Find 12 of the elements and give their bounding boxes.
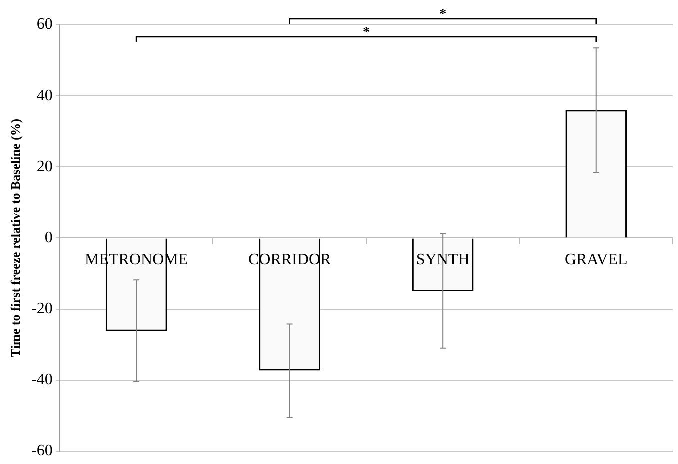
y-tick-label: 40 bbox=[36, 87, 53, 104]
x-tick-label: GRAVEL bbox=[564, 251, 628, 268]
y-tick-label: -60 bbox=[32, 442, 53, 460]
y-tick-label: 0 bbox=[44, 229, 53, 246]
text: * bbox=[440, 8, 447, 23]
y-tick-label: -20 bbox=[32, 300, 53, 318]
annotation: * bbox=[362, 26, 370, 41]
y-tick-label: 60 bbox=[36, 16, 53, 34]
y-axis-title: Time to first freeze relative to Baseline (%) bbox=[8, 118, 24, 358]
y-tick-label: 20 bbox=[36, 158, 53, 176]
y-tick-label: -40 bbox=[32, 372, 53, 389]
x-tick-label: SYNTH bbox=[416, 251, 470, 268]
